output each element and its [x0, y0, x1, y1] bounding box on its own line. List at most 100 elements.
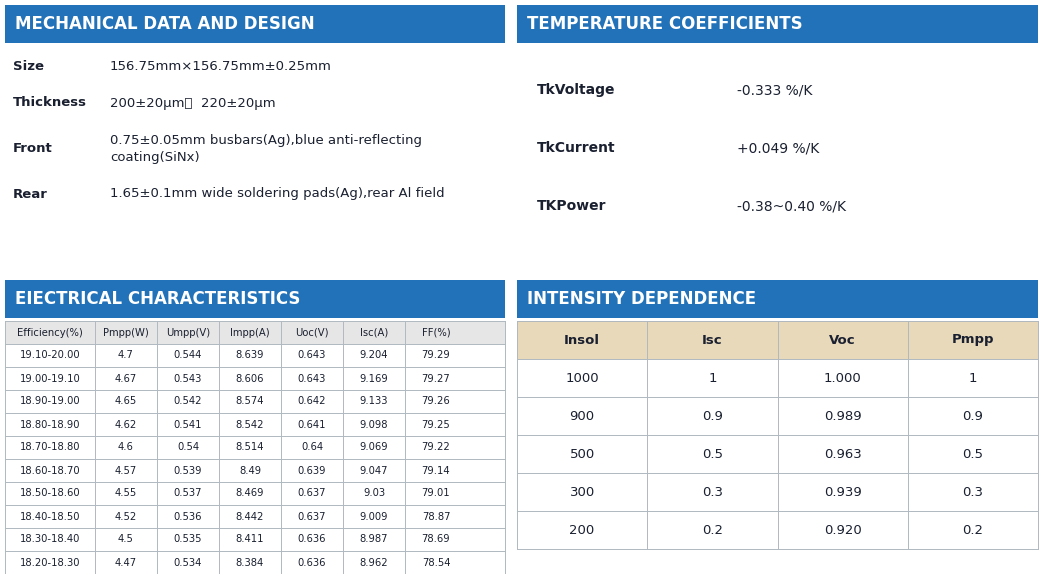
- Text: 8.574: 8.574: [236, 397, 264, 406]
- Text: Front: Front: [13, 142, 53, 155]
- Text: -0.333 %/K: -0.333 %/K: [737, 83, 812, 97]
- Text: Thickness: Thickness: [13, 96, 87, 110]
- Bar: [5, 413, 505, 436]
- Text: 1.65±0.1mm wide soldering pads(Ag),rear Al field: 1.65±0.1mm wide soldering pads(Ag),rear …: [110, 188, 444, 200]
- Text: 0.989: 0.989: [824, 409, 862, 422]
- Text: TkVoltage: TkVoltage: [537, 83, 615, 97]
- Text: 300: 300: [569, 486, 595, 498]
- Text: Impp(A): Impp(A): [231, 328, 270, 338]
- Text: 0.541: 0.541: [174, 420, 202, 429]
- Bar: [5, 551, 505, 574]
- Text: Isc(A): Isc(A): [360, 328, 388, 338]
- Text: 0.2: 0.2: [963, 523, 984, 537]
- Text: 200±20μm；  220±20μm: 200±20μm； 220±20μm: [110, 96, 275, 110]
- Bar: [5, 482, 505, 505]
- Text: 0.639: 0.639: [297, 466, 326, 475]
- Text: 200: 200: [569, 523, 595, 537]
- Text: 0.9: 0.9: [963, 409, 984, 422]
- Bar: [517, 5, 1038, 43]
- Text: 0.963: 0.963: [824, 448, 862, 460]
- Text: 0.641: 0.641: [297, 420, 326, 429]
- Text: +0.049 %/K: +0.049 %/K: [737, 141, 819, 155]
- Text: 0.54: 0.54: [177, 443, 199, 452]
- Text: 4.55: 4.55: [115, 488, 137, 498]
- Text: 4.62: 4.62: [115, 420, 137, 429]
- Text: 4.67: 4.67: [115, 374, 137, 383]
- Bar: [5, 5, 505, 43]
- Bar: [517, 359, 1038, 397]
- Text: 18.70-18.80: 18.70-18.80: [20, 443, 80, 452]
- Text: 0.643: 0.643: [298, 351, 326, 360]
- Text: 0.3: 0.3: [963, 486, 984, 498]
- Text: Rear: Rear: [13, 188, 48, 200]
- Text: 4.6: 4.6: [118, 443, 134, 452]
- Text: 79.01: 79.01: [421, 488, 451, 498]
- Bar: [5, 505, 505, 528]
- Bar: [5, 459, 505, 482]
- Text: 0.636: 0.636: [297, 557, 326, 568]
- Text: 8.442: 8.442: [236, 511, 264, 522]
- Text: 9.009: 9.009: [360, 511, 388, 522]
- Text: 0.2: 0.2: [702, 523, 723, 537]
- Text: 0.5: 0.5: [702, 448, 723, 460]
- Text: 0.534: 0.534: [174, 557, 202, 568]
- Text: 0.535: 0.535: [174, 534, 202, 545]
- Text: 0.544: 0.544: [174, 351, 202, 360]
- Text: 79.26: 79.26: [421, 397, 451, 406]
- Text: 18.90-19.00: 18.90-19.00: [20, 397, 80, 406]
- Bar: [5, 280, 505, 318]
- Text: Efficiency(%): Efficiency(%): [17, 328, 82, 338]
- Text: Insol: Insol: [564, 333, 600, 347]
- Bar: [5, 321, 505, 344]
- Text: 8.542: 8.542: [236, 420, 264, 429]
- Text: Voc: Voc: [829, 333, 856, 347]
- Text: 18.80-18.90: 18.80-18.90: [20, 420, 80, 429]
- Text: 0.75±0.05mm busbars(Ag),blue anti-reflecting: 0.75±0.05mm busbars(Ag),blue anti-reflec…: [110, 134, 422, 147]
- Text: TEMPERATURE COEFFICIENTS: TEMPERATURE COEFFICIENTS: [527, 15, 803, 33]
- Text: 4.57: 4.57: [115, 466, 137, 475]
- Text: 0.643: 0.643: [298, 374, 326, 383]
- Text: 8.49: 8.49: [239, 466, 261, 475]
- Text: 8.987: 8.987: [360, 534, 388, 545]
- Text: 79.22: 79.22: [421, 443, 451, 452]
- Bar: [517, 511, 1038, 549]
- Text: 0.920: 0.920: [824, 523, 862, 537]
- Text: 9.069: 9.069: [360, 443, 388, 452]
- Text: TkCurrent: TkCurrent: [537, 141, 615, 155]
- Text: Size: Size: [13, 60, 44, 73]
- Bar: [517, 321, 1038, 359]
- Text: 0.939: 0.939: [824, 486, 862, 498]
- Text: 0.542: 0.542: [174, 397, 202, 406]
- Text: Isc: Isc: [702, 333, 723, 347]
- Bar: [517, 280, 1038, 318]
- Bar: [5, 367, 505, 390]
- Text: 0.636: 0.636: [297, 534, 326, 545]
- Text: Umpp(V): Umpp(V): [166, 328, 210, 338]
- Text: 0.642: 0.642: [297, 397, 326, 406]
- Text: 0.637: 0.637: [297, 488, 326, 498]
- Text: 0.64: 0.64: [301, 443, 323, 452]
- Bar: [5, 390, 505, 413]
- Text: 9.133: 9.133: [360, 397, 388, 406]
- Text: Pmpp: Pmpp: [951, 333, 994, 347]
- Text: 8.384: 8.384: [236, 557, 264, 568]
- Text: 900: 900: [569, 409, 595, 422]
- Text: 9.03: 9.03: [363, 488, 385, 498]
- Text: 8.411: 8.411: [236, 534, 264, 545]
- Text: 9.098: 9.098: [360, 420, 388, 429]
- Text: MECHANICAL DATA AND DESIGN: MECHANICAL DATA AND DESIGN: [15, 15, 315, 33]
- Text: 9.169: 9.169: [360, 374, 388, 383]
- Text: 79.29: 79.29: [421, 351, 451, 360]
- Text: 8.639: 8.639: [236, 351, 264, 360]
- Text: 1000: 1000: [565, 371, 599, 385]
- Bar: [5, 436, 505, 459]
- Text: 8.469: 8.469: [236, 488, 264, 498]
- Text: 19.00-19.10: 19.00-19.10: [20, 374, 80, 383]
- Text: 78.69: 78.69: [421, 534, 451, 545]
- Text: 9.047: 9.047: [360, 466, 388, 475]
- Text: 4.7: 4.7: [118, 351, 134, 360]
- Text: 0.5: 0.5: [963, 448, 984, 460]
- Text: 79.27: 79.27: [421, 374, 451, 383]
- Text: 4.65: 4.65: [115, 397, 137, 406]
- Bar: [517, 397, 1038, 435]
